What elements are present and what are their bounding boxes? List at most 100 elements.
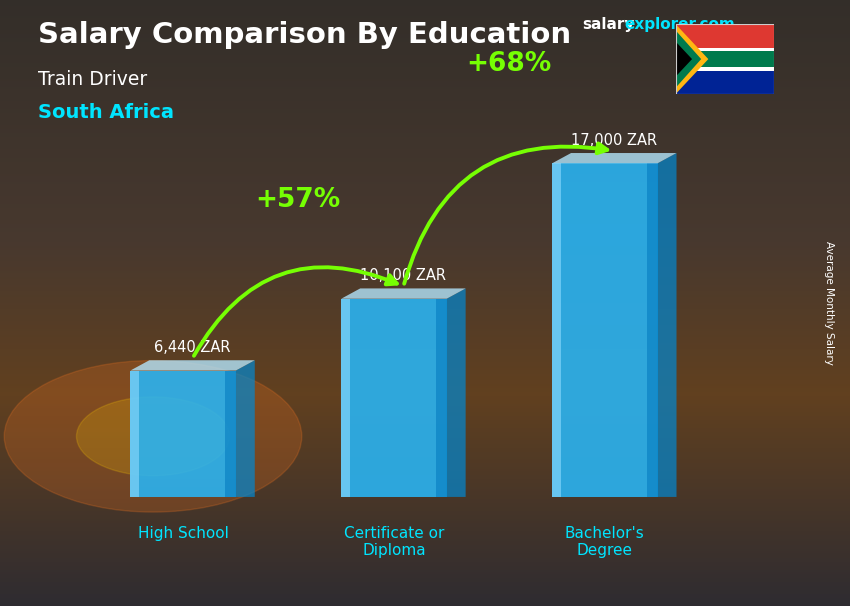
Bar [0, 138, 850, 139]
Bar [0, 204, 850, 206]
Bar [0, 414, 850, 416]
Bar [0, 378, 850, 380]
Bar [0, 277, 850, 279]
Polygon shape [676, 24, 708, 94]
Bar [0, 218, 850, 220]
Bar [0, 32, 850, 35]
Bar [0, 281, 850, 283]
Bar [0, 42, 850, 44]
Bar [0, 462, 850, 465]
Bar [0, 364, 850, 365]
Bar [0, 459, 850, 461]
Bar [0, 353, 850, 356]
Bar [0, 135, 850, 138]
Bar [0, 35, 850, 36]
Bar [0, 198, 850, 200]
Bar [0, 592, 850, 594]
Bar [0, 75, 850, 77]
Ellipse shape [76, 397, 230, 476]
Bar [0, 156, 850, 158]
Bar [0, 6, 850, 8]
Polygon shape [676, 52, 774, 67]
Text: 10,100 ZAR: 10,100 ZAR [360, 268, 446, 284]
Bar [0, 222, 850, 224]
Bar [0, 132, 850, 133]
Bar [0, 435, 850, 436]
Bar [0, 67, 850, 68]
Bar [0, 467, 850, 468]
Bar [0, 61, 850, 62]
Bar [0, 420, 850, 422]
Bar [0, 133, 850, 135]
Bar [0, 26, 850, 28]
Bar [0, 16, 850, 18]
Bar [0, 565, 850, 568]
Bar [0, 95, 850, 97]
Bar [0, 424, 850, 426]
Bar [0, 279, 850, 281]
Bar [0, 511, 850, 513]
Bar [0, 481, 850, 483]
Bar [0, 319, 850, 321]
Bar [0, 515, 850, 517]
Bar [0, 141, 850, 144]
Bar [0, 44, 850, 47]
Text: High School: High School [138, 526, 229, 541]
Text: Bachelor's
Degree: Bachelor's Degree [565, 526, 644, 558]
Bar [0, 374, 850, 376]
Bar [0, 551, 850, 553]
Bar [0, 493, 850, 495]
Polygon shape [676, 42, 692, 76]
Bar [0, 578, 850, 580]
Bar [0, 400, 850, 402]
Bar [0, 584, 850, 586]
Bar [0, 220, 850, 222]
Bar [0, 283, 850, 285]
Bar [0, 55, 850, 56]
Bar [0, 150, 850, 152]
Bar [0, 287, 850, 289]
Bar [0, 117, 850, 119]
Bar [0, 600, 850, 602]
Bar [0, 301, 850, 303]
Bar [0, 388, 850, 390]
Bar [0, 158, 850, 159]
Bar [0, 159, 850, 162]
Bar [0, 368, 850, 370]
Polygon shape [225, 370, 235, 497]
Bar [0, 202, 850, 204]
Bar [0, 556, 850, 558]
Bar [0, 174, 850, 176]
Bar [0, 53, 850, 55]
Text: Average Monthly Salary: Average Monthly Salary [824, 241, 834, 365]
Bar [0, 365, 850, 368]
Bar [0, 376, 850, 378]
Bar [0, 327, 850, 329]
Bar [0, 329, 850, 331]
Bar [0, 224, 850, 226]
Bar [0, 529, 850, 531]
Bar [0, 501, 850, 503]
Bar [0, 444, 850, 447]
Bar [0, 297, 850, 299]
Bar [0, 588, 850, 590]
Bar [0, 289, 850, 291]
Bar [0, 416, 850, 418]
Bar [0, 73, 850, 75]
Bar [0, 586, 850, 588]
Bar [0, 380, 850, 382]
Bar [0, 115, 850, 117]
Bar [0, 30, 850, 32]
Bar [0, 596, 850, 598]
Bar [0, 350, 850, 351]
Bar [0, 570, 850, 571]
Bar [0, 533, 850, 535]
Bar [0, 517, 850, 519]
Bar [0, 547, 850, 550]
Text: Certificate or
Diploma: Certificate or Diploma [343, 526, 445, 558]
Bar [0, 315, 850, 317]
Bar [0, 145, 850, 147]
Bar [0, 105, 850, 107]
Polygon shape [130, 370, 139, 497]
Bar [0, 503, 850, 505]
